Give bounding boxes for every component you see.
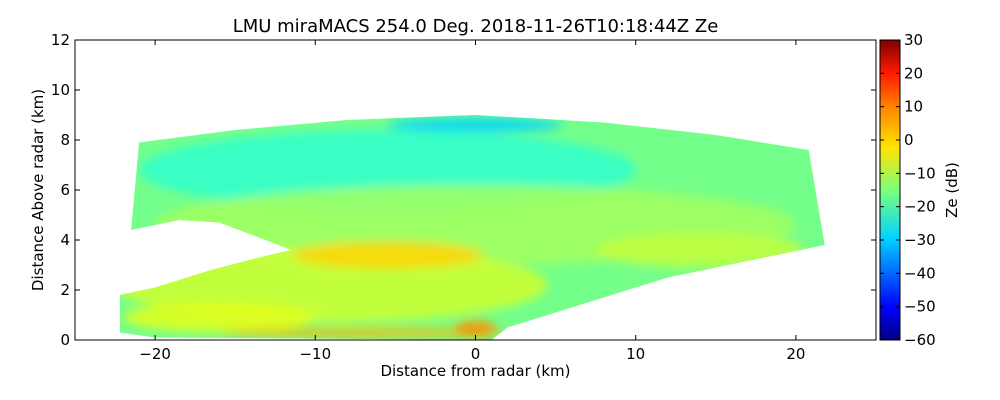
x-tick-label: −20 bbox=[139, 345, 171, 363]
x-axis-label: Distance from radar (km) bbox=[380, 362, 570, 380]
colorbar-tick-label: −60 bbox=[904, 331, 936, 349]
colorbar-tick-label: −50 bbox=[904, 298, 936, 316]
chart-title: LMU miraMACS 254.0 Deg. 2018-11-26T10:18… bbox=[233, 16, 719, 37]
colorbar: 30 20 10 0 −10 −20 −30 −40 −50 −60 Ze (dB) bbox=[879, 31, 961, 349]
radar-echo bbox=[119, 115, 825, 340]
echo-zone bbox=[123, 302, 316, 333]
y-axis: 0 2 4 6 8 10 12 bbox=[51, 31, 876, 349]
y-tick-label: 12 bbox=[51, 31, 70, 49]
x-tick-label: 10 bbox=[626, 345, 645, 363]
echo-zone bbox=[454, 320, 497, 338]
y-tick-label: 10 bbox=[51, 81, 70, 99]
colorbar-tick-label: −30 bbox=[904, 231, 936, 249]
x-tick-label: −10 bbox=[299, 345, 331, 363]
colorbar-label: Ze (dB) bbox=[943, 162, 961, 218]
echo-zone bbox=[291, 241, 484, 269]
colorbar-tick-label: 10 bbox=[904, 98, 923, 116]
y-axis-label: Distance Above radar (km) bbox=[29, 89, 47, 291]
echo-zone bbox=[219, 328, 508, 337]
x-axis: −20 −10 0 10 20 bbox=[139, 40, 805, 363]
x-tick-label: 20 bbox=[786, 345, 805, 363]
colorbar-tick-label: −10 bbox=[904, 164, 936, 182]
y-tick-label: 4 bbox=[60, 231, 70, 249]
colorbar-gradient bbox=[879, 39, 901, 341]
colorbar-tick-label: −20 bbox=[904, 198, 936, 216]
colorbar-tick-label: 30 bbox=[904, 31, 923, 49]
y-tick-label: 0 bbox=[60, 331, 70, 349]
x-tick-label: 0 bbox=[471, 345, 481, 363]
y-tick-label: 8 bbox=[60, 131, 70, 149]
colorbar-ticks: 30 20 10 0 −10 −20 −30 −40 −50 −60 bbox=[880, 31, 936, 349]
colorbar-tick-label: −40 bbox=[904, 264, 936, 282]
y-tick-label: 2 bbox=[60, 281, 70, 299]
y-tick-label: 6 bbox=[60, 181, 70, 199]
echo-zone bbox=[387, 117, 564, 133]
echo-zone bbox=[595, 232, 804, 268]
echo-zones bbox=[119, 117, 804, 338]
colorbar-tick-label: 0 bbox=[904, 131, 914, 149]
colorbar-tick-label: 20 bbox=[904, 64, 923, 82]
plot-area bbox=[119, 115, 825, 340]
